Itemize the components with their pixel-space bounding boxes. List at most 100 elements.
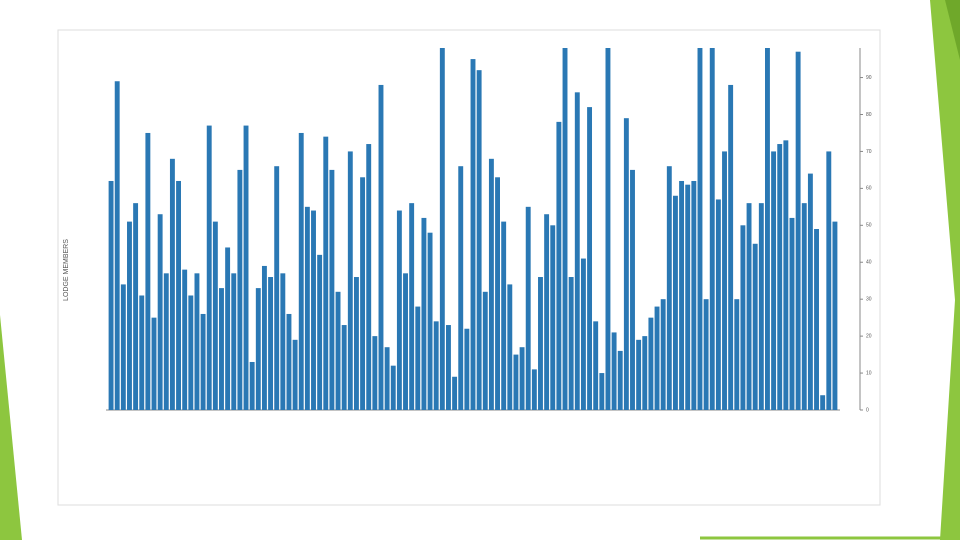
bar bbox=[728, 84, 734, 410]
bar bbox=[672, 195, 678, 410]
bar bbox=[605, 48, 611, 410]
bar bbox=[697, 48, 703, 410]
bar bbox=[304, 206, 310, 410]
bar bbox=[525, 206, 531, 410]
bar bbox=[225, 247, 231, 410]
bar bbox=[188, 295, 194, 410]
bar bbox=[255, 288, 261, 410]
bar bbox=[777, 144, 783, 410]
bar bbox=[795, 51, 801, 410]
bar bbox=[722, 151, 727, 410]
bar bbox=[715, 199, 721, 410]
bar bbox=[268, 277, 274, 410]
bar bbox=[666, 166, 672, 410]
bar bbox=[648, 317, 654, 410]
bar bbox=[415, 306, 421, 410]
bar bbox=[556, 121, 562, 410]
bar bbox=[176, 180, 181, 410]
y-tick-label: 60 bbox=[866, 186, 872, 192]
bar bbox=[482, 291, 488, 410]
y-tick-label: 50 bbox=[866, 223, 872, 229]
bar bbox=[452, 376, 458, 410]
bar bbox=[574, 92, 580, 410]
bar bbox=[378, 84, 384, 410]
bar bbox=[194, 273, 200, 410]
bar bbox=[219, 288, 224, 410]
bar bbox=[323, 136, 329, 410]
bar bbox=[409, 203, 415, 410]
bar bbox=[427, 232, 433, 410]
bar bbox=[169, 158, 175, 410]
bar bbox=[660, 299, 666, 410]
bar bbox=[108, 180, 114, 410]
bar bbox=[396, 210, 402, 410]
bar bbox=[231, 273, 237, 410]
bar bbox=[127, 221, 132, 410]
bar bbox=[458, 166, 464, 410]
bar bbox=[446, 325, 451, 410]
y-tick-label: 0 bbox=[866, 407, 869, 413]
bar bbox=[237, 169, 243, 410]
bar bbox=[593, 321, 599, 410]
bar bbox=[335, 291, 341, 410]
bar bbox=[476, 70, 482, 410]
bar bbox=[298, 132, 304, 411]
bar bbox=[182, 269, 188, 410]
bar bbox=[280, 273, 286, 410]
bar bbox=[347, 151, 353, 410]
y-tick-label: 20 bbox=[866, 333, 872, 339]
bar bbox=[421, 217, 427, 410]
bar bbox=[623, 118, 629, 411]
decor-right bbox=[930, 0, 960, 540]
bar bbox=[679, 180, 685, 410]
bar bbox=[685, 184, 691, 410]
bar bbox=[120, 284, 126, 410]
bar bbox=[433, 321, 439, 410]
bar bbox=[832, 221, 838, 410]
bar bbox=[531, 369, 537, 410]
decor-left bbox=[0, 315, 22, 540]
bar bbox=[139, 295, 145, 410]
bar bbox=[261, 265, 267, 410]
bar bbox=[568, 277, 574, 410]
bar bbox=[403, 273, 408, 410]
bar bbox=[495, 177, 500, 410]
bar bbox=[249, 361, 255, 410]
bar bbox=[353, 277, 359, 410]
bar bbox=[151, 317, 157, 410]
y-tick-label: 80 bbox=[866, 112, 872, 118]
bar bbox=[758, 203, 764, 410]
bar bbox=[538, 277, 543, 410]
bar bbox=[642, 336, 648, 410]
bar bbox=[372, 336, 378, 410]
bar bbox=[587, 107, 593, 410]
bar bbox=[384, 347, 390, 410]
bar bbox=[820, 395, 826, 410]
bar bbox=[611, 332, 617, 410]
bar bbox=[752, 243, 758, 410]
bar bbox=[286, 313, 292, 410]
bar bbox=[133, 203, 139, 410]
bar bbox=[801, 203, 807, 410]
bar bbox=[439, 48, 445, 410]
bar bbox=[599, 373, 605, 410]
y-tick-label: 40 bbox=[866, 260, 872, 266]
y-axis-label: LODGE MEMBERS bbox=[63, 239, 70, 301]
bar bbox=[470, 59, 476, 410]
bar bbox=[654, 306, 660, 410]
bar bbox=[519, 347, 525, 410]
bar bbox=[212, 221, 218, 410]
decor-right-top bbox=[945, 0, 960, 60]
bar bbox=[550, 225, 556, 410]
bar bbox=[814, 229, 819, 410]
y-tick-label: 30 bbox=[866, 297, 872, 303]
bar bbox=[341, 325, 347, 410]
bar bbox=[765, 48, 770, 410]
bar bbox=[617, 350, 623, 410]
bar bbox=[636, 339, 642, 410]
bar bbox=[390, 365, 396, 410]
bar bbox=[366, 144, 372, 410]
bar bbox=[580, 258, 586, 410]
bar bbox=[709, 48, 715, 410]
